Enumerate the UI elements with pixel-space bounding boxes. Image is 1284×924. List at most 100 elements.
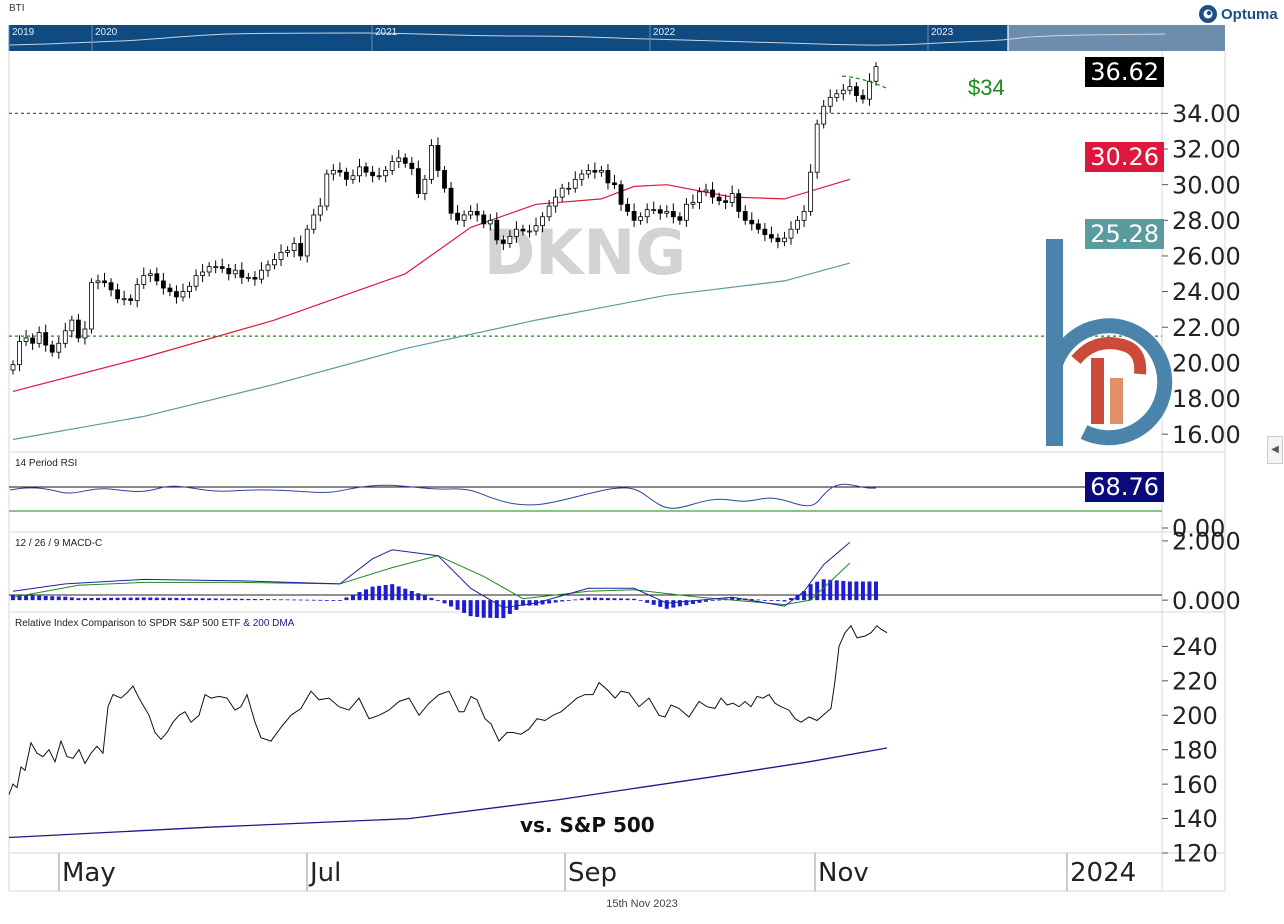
macd-histogram-bar [808, 584, 813, 601]
relative-index-line [8, 624, 888, 795]
candle [716, 192, 722, 206]
candle [43, 324, 49, 352]
macd-histogram-bar [429, 597, 434, 601]
macd-histogram-bar [167, 597, 172, 601]
navigator-selection-window[interactable] [1008, 25, 1225, 51]
macd-histogram-bar [475, 600, 480, 617]
macd-histogram-bar [494, 600, 499, 619]
brand-mark-bowl [1046, 318, 1173, 446]
macd-histogram-bar [435, 600, 440, 601]
macd-histogram-bar [128, 597, 133, 601]
macd-histogram-bar [756, 599, 761, 601]
macd-histogram-bar [481, 600, 486, 618]
macd-histogram-bar [579, 598, 584, 601]
candle [690, 194, 696, 209]
navigator-year-label: 2019 [12, 27, 35, 38]
macd-histogram-bar [390, 584, 395, 601]
candle [147, 269, 153, 283]
macd-histogram-bar [141, 597, 146, 601]
candle [272, 253, 277, 270]
macd-histogram-bar [442, 600, 447, 604]
candle [108, 278, 114, 297]
candle [30, 333, 36, 350]
candle [383, 165, 389, 183]
rsi-panel-title: 14 Period RSI [15, 458, 78, 469]
macd-histogram-bar [802, 591, 807, 601]
rsi-value-tag: 68.76 [1085, 472, 1164, 502]
macd-histogram-bar [161, 597, 166, 601]
x-axis-label: Sep [568, 858, 617, 888]
candle [49, 340, 55, 357]
candle [245, 272, 251, 282]
candle [585, 164, 591, 179]
macd-histogram-bar [566, 600, 571, 601]
candle [75, 313, 81, 343]
macd-histogram-bar [520, 600, 525, 606]
macd-histogram-bar [403, 588, 408, 601]
candle [10, 360, 16, 375]
candle [860, 89, 866, 104]
candle [330, 164, 336, 181]
macd-histogram-bar [775, 600, 780, 601]
macd-histogram-bar [795, 594, 800, 601]
candle [259, 262, 264, 284]
macd-panel[interactable]: 0.000 2.000 [9, 528, 1241, 619]
macd-histogram-bar [102, 597, 107, 601]
brand-mark-arch [1071, 337, 1147, 375]
price-y-tick-label: 28.00 [1172, 207, 1241, 235]
macd-histogram-bar [547, 600, 552, 604]
rsi-panel[interactable] [9, 483, 1162, 512]
price-panel[interactable]: DKNG $34 16.00 18.00 20.00 22.00 24.00 26.00 2… [9, 62, 1241, 449]
collapse-panel-arrow[interactable]: ◀ [1267, 436, 1283, 464]
macd-histogram-bar [488, 600, 493, 618]
candle [232, 263, 238, 279]
candle [409, 157, 415, 176]
candle [193, 269, 199, 291]
macd-histogram-bar [671, 600, 676, 608]
macd-histogram-bar [37, 595, 42, 601]
candle [363, 162, 369, 177]
macd-histogram-bar [11, 594, 15, 601]
candle [592, 162, 598, 179]
macd-histogram-bar [592, 597, 597, 601]
macd-histogram-bar [605, 598, 610, 601]
candle [422, 174, 428, 201]
candle [742, 205, 748, 225]
macd-histogram-bar [207, 598, 212, 601]
candle [200, 263, 205, 283]
relative-y-tick-label: 200 [1172, 702, 1218, 730]
price-y-tick-label: 18.00 [1172, 385, 1241, 413]
macd-histogram-bar [704, 600, 709, 602]
relative-panel[interactable]: vs. S&P 500 120 140 160 180 200 220 240 [8, 624, 1218, 868]
candle [304, 224, 310, 263]
candle [494, 212, 500, 245]
candle [448, 181, 454, 220]
macd-histogram-bar [298, 599, 303, 601]
candle [487, 214, 493, 231]
candle [82, 321, 88, 345]
macd-histogram-bar [187, 598, 192, 601]
macd-histogram-bar [311, 599, 316, 601]
candle [814, 119, 820, 179]
candle [821, 100, 827, 129]
navigator-strip[interactable]: 2019 2020 2021 2022 2023 [8, 25, 1225, 51]
navigator-price-line [9, 32, 1166, 46]
macd-histogram-bar [285, 599, 290, 601]
candle [239, 262, 245, 284]
ticker-watermark: DKNG [484, 216, 686, 289]
macd-histogram-bar [553, 600, 558, 603]
macd-histogram-bar [89, 598, 94, 601]
price-y-tick-label: 34.00 [1172, 100, 1241, 128]
price-y-tick-label: 32.00 [1172, 136, 1241, 164]
candle [415, 160, 421, 199]
macd-histogram-bar [834, 580, 839, 601]
candle [17, 335, 22, 372]
candle [572, 171, 578, 193]
trend-dash-annotation [841, 75, 887, 89]
relative-caption: vs. S&P 500 [520, 813, 655, 837]
macd-histogram-bar [847, 581, 852, 601]
candle [252, 271, 258, 286]
candle [95, 274, 101, 290]
macd-histogram-bar [56, 596, 61, 601]
